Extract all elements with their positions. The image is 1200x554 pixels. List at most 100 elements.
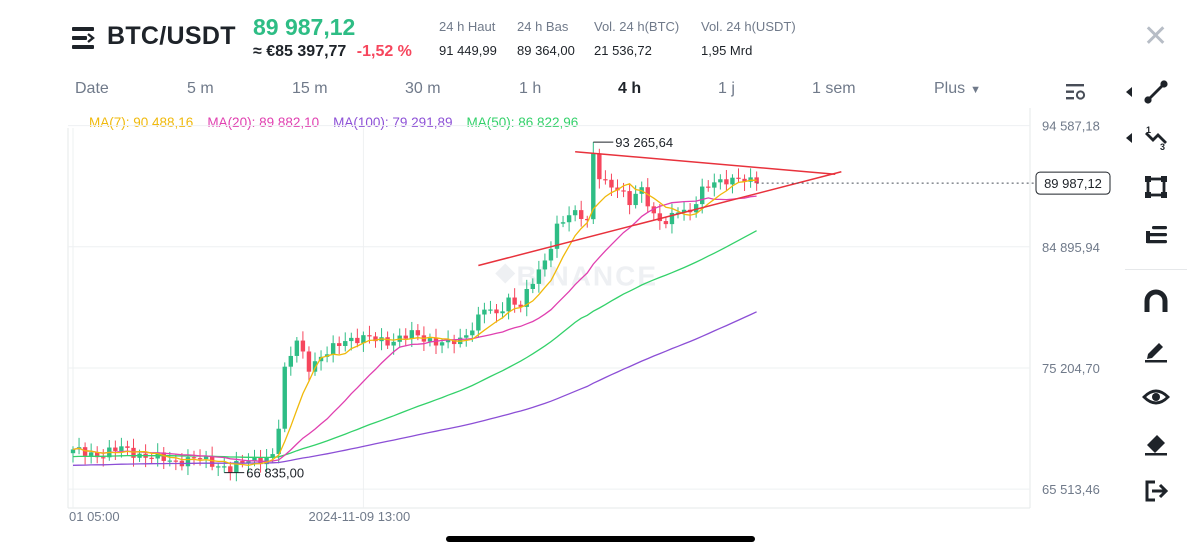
tab-4h[interactable]: 4 h <box>618 80 642 97</box>
candle-body <box>88 452 94 456</box>
ma-legend[interactable]: MA(7): 90 488,16 MA(20): 89 882,10 MA(100)… <box>89 115 592 130</box>
candle-body <box>125 446 130 448</box>
candle-body <box>736 177 741 179</box>
candle-body <box>651 206 656 214</box>
candle-body <box>222 466 227 468</box>
stat-24h-low: 24 h Bas 89 364,00 <box>517 19 575 58</box>
tab-15m[interactable]: 15 m <box>292 80 328 97</box>
chart-settings-icon[interactable] <box>1065 83 1087 101</box>
candle-body <box>70 449 76 454</box>
close-icon[interactable]: ✕ <box>1143 20 1169 53</box>
candle-body <box>615 187 620 191</box>
candle-body <box>209 455 215 467</box>
candle-body <box>730 177 735 185</box>
x-tick-label: 2024-11-09 13:00 <box>309 509 411 524</box>
expand-caret-icon[interactable] <box>1126 133 1132 143</box>
tab-date[interactable]: Date <box>75 80 109 97</box>
tab-1h[interactable]: 1 h <box>519 80 542 97</box>
candle-body <box>119 446 124 451</box>
text-lines-icon[interactable] <box>1139 219 1173 251</box>
candle-body <box>270 454 275 458</box>
candle-body <box>585 218 590 221</box>
candle-body <box>476 314 481 331</box>
y-tick-label: 94 587,18 <box>1042 119 1100 134</box>
candle-body <box>252 457 257 462</box>
candle-body <box>197 458 203 460</box>
candle-body <box>669 212 675 225</box>
menu-icon[interactable] <box>72 27 96 49</box>
low-price-label: 66 835,00 <box>246 466 304 481</box>
candle-body <box>113 447 118 451</box>
candle-body <box>101 457 106 459</box>
candle-body <box>706 186 711 188</box>
y-tick-label: 75 204,70 <box>1042 361 1100 376</box>
candle-body <box>95 452 100 458</box>
price-subline: ≈ €85 397,77 -1,52 % <box>253 43 412 61</box>
stat-label: Vol. 24 h(USDT) <box>701 19 796 34</box>
svg-text:1: 1 <box>1146 125 1151 135</box>
candle-body <box>403 335 408 339</box>
candle-body <box>173 460 179 462</box>
tab-1d[interactable]: 1 j <box>718 80 735 97</box>
candle-body <box>228 466 233 473</box>
candle-body <box>337 343 342 346</box>
candle-body <box>149 457 154 459</box>
candlestick-chart[interactable]: 94 587,18 84 895,94 75 204,70 65 513,46 01 0… <box>0 108 1120 530</box>
candle-body <box>415 330 421 336</box>
candle-body <box>373 336 378 342</box>
stat-label: Vol. 24 h(BTC) <box>594 19 680 34</box>
candle-body <box>258 457 263 465</box>
expand-caret-icon[interactable] <box>1126 87 1132 97</box>
tab-30m[interactable]: 30 m <box>405 80 441 97</box>
candle-body <box>681 209 687 213</box>
candle-body <box>470 330 475 336</box>
candle-body <box>439 342 445 346</box>
pencil-icon[interactable] <box>1139 334 1173 366</box>
tab-more[interactable]: Plus ▼ <box>934 80 981 98</box>
magnet-icon[interactable] <box>1139 286 1173 318</box>
eye-icon[interactable] <box>1139 381 1173 413</box>
candle-body <box>663 221 669 225</box>
candle-body <box>512 297 517 305</box>
tab-5m[interactable]: 5 m <box>187 80 214 97</box>
watermark-logo-icon <box>495 263 516 284</box>
current-price-label: 89 987,12 <box>1044 176 1102 191</box>
candle-body <box>603 179 608 181</box>
toolbar-divider <box>1125 269 1187 270</box>
candle-body <box>276 428 281 455</box>
candle-body <box>82 447 88 456</box>
eraser-icon[interactable] <box>1139 427 1173 459</box>
exit-icon[interactable] <box>1139 475 1173 507</box>
candle-body <box>318 356 324 362</box>
candle-body <box>718 179 723 183</box>
candle-body <box>216 466 221 468</box>
candle-body <box>591 153 596 220</box>
tab-1w[interactable]: 1 sem <box>812 80 856 97</box>
candle-body <box>131 447 136 458</box>
trading-pair[interactable]: BTC/USDT <box>107 22 236 50</box>
change-percent: -1,52 % <box>356 43 412 60</box>
candle-body <box>367 335 372 337</box>
candle-body <box>445 339 451 343</box>
candle-body <box>349 337 354 342</box>
rectangle-icon[interactable] <box>1139 171 1173 203</box>
stat-label: 24 h Haut <box>439 19 496 34</box>
candle-body <box>742 178 747 182</box>
candle-body <box>294 340 300 356</box>
candle-body <box>530 283 535 289</box>
stat-value: 89 364,00 <box>517 43 575 58</box>
candle-body <box>524 288 529 307</box>
candle-body <box>597 153 602 180</box>
stat-24h-high: 24 h Haut 91 449,99 <box>439 19 497 58</box>
candle-body <box>693 204 699 213</box>
candle-body <box>385 337 390 346</box>
timeframe-tabs: Date 5 m 15 m 30 m 1 h 4 h 1 j 1 sem Plu… <box>0 80 1110 104</box>
candle-body <box>300 340 306 352</box>
candle-body <box>464 335 469 338</box>
ma20-label: MA(20): 89 882,10 <box>207 115 320 130</box>
candle-body <box>409 330 414 339</box>
candle-body <box>191 457 197 459</box>
ma100-label: MA(100): 79 291,89 <box>333 115 453 130</box>
trend-line-icon[interactable] <box>1139 76 1173 108</box>
